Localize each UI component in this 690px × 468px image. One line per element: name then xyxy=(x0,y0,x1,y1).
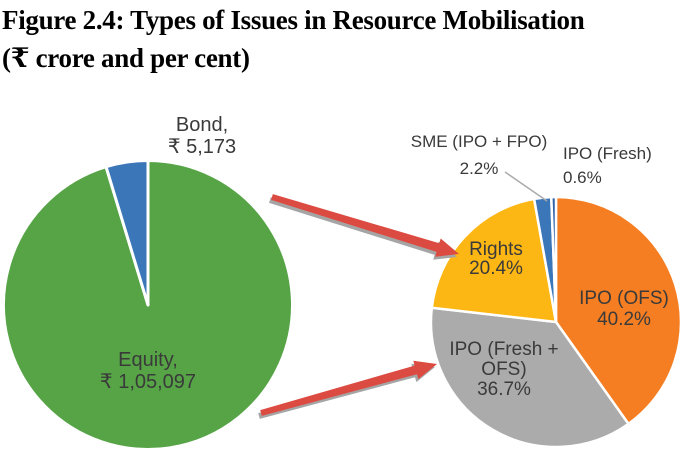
pie-total-issues xyxy=(2,159,294,451)
label-ipo-fresh-ofs-line3: 36.7% xyxy=(477,379,531,400)
sme-leader-line xyxy=(504,171,548,202)
pie-slice-rights xyxy=(430,197,558,324)
label-rights-line2: 20.4% xyxy=(469,258,523,279)
pie-slice-bond xyxy=(104,159,150,307)
equity-to-breakup-arrows xyxy=(258,194,459,419)
label-equity: Equity, ₹ 1,05,097 xyxy=(73,349,223,393)
label-bond-line1: Bond, xyxy=(175,114,229,136)
label-equity-line2: ₹ 1,05,097 xyxy=(99,371,197,393)
label-rights-line1: Rights xyxy=(469,239,523,260)
equity-breakup-arrow-2 xyxy=(260,360,437,416)
pie-slice-ipo-fresh-ofs xyxy=(429,306,630,449)
label-sme-ipo-fpo: SME (IPO + FPO) 2.2% xyxy=(385,128,573,182)
label-ipo-ofs-line1: IPO (OFS) xyxy=(579,288,669,309)
pie-equity-breakup xyxy=(429,195,683,449)
label-ipo-fresh-line1: IPO (Fresh) xyxy=(563,144,652,163)
label-ipo-fresh: IPO (Fresh) 0.6% xyxy=(563,142,673,190)
label-ipo-ofs-line2: 40.2% xyxy=(597,309,651,330)
figure-title-line2: (₹ crore and per cent) xyxy=(2,43,250,73)
pie-slice-ipo-fresh xyxy=(550,195,558,324)
label-rights: Rights 20.4% xyxy=(442,240,550,278)
label-ipo-fresh-line2: 0.6% xyxy=(563,168,602,187)
label-ipo-fresh-ofs: IPO (Fresh + OFS) 36.7% xyxy=(432,340,576,400)
pie-slice-ipo-ofs xyxy=(554,195,683,426)
label-sme-line1: SME (IPO + FPO) xyxy=(410,132,548,151)
label-bond: Bond, ₹ 5,173 xyxy=(130,114,274,158)
figure-title-line1: Figure 2.4: Types of Issues in Resource … xyxy=(2,5,585,35)
figure-title: Figure 2.4: Types of Issues in Resource … xyxy=(2,1,690,77)
label-ipo-fresh-ofs-line1: IPO (Fresh + xyxy=(449,339,559,360)
label-bond-line2: ₹ 5,173 xyxy=(167,136,237,158)
label-ipo-ofs: IPO (OFS) 40.2% xyxy=(569,288,679,330)
equity-breakup-arrow-1 xyxy=(271,194,459,257)
label-sme-line2: 2.2% xyxy=(459,159,499,178)
label-equity-line1: Equity, xyxy=(118,349,178,371)
label-ipo-fresh-ofs-line2: OFS) xyxy=(481,359,527,380)
